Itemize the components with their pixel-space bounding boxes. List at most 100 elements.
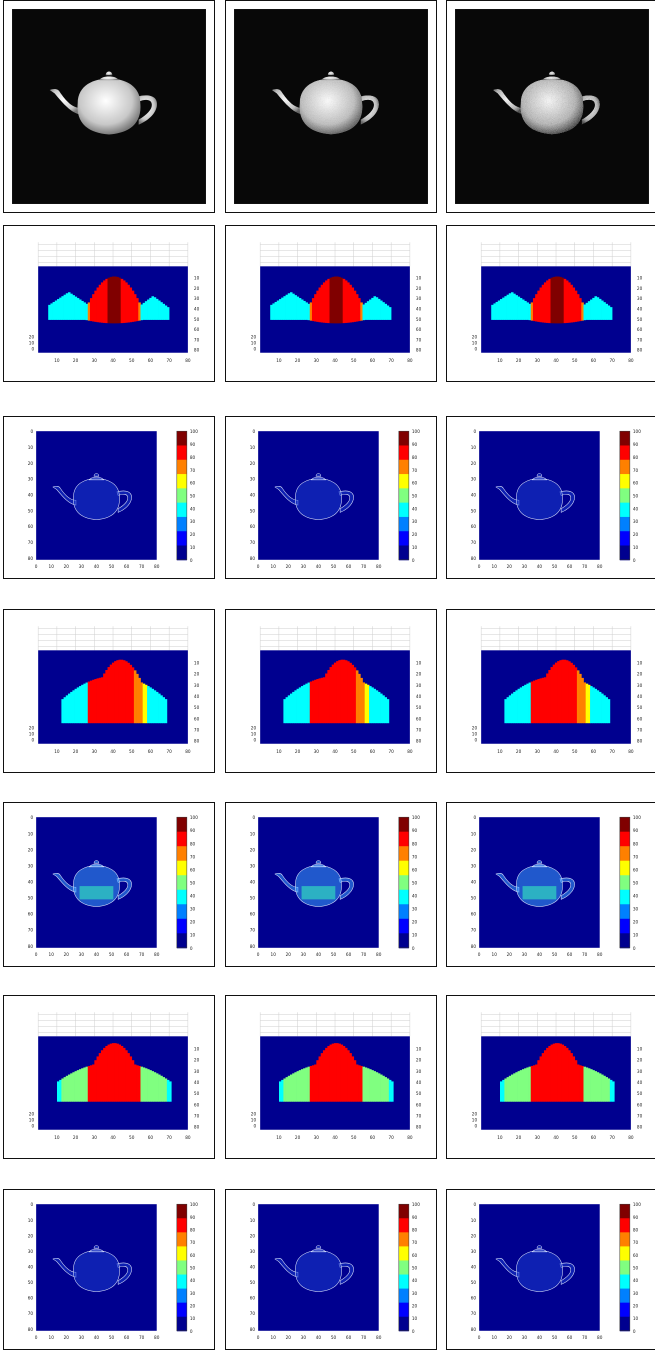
colorbar-tick-label: 100 bbox=[412, 1202, 420, 1207]
teapot-part bbox=[49, 88, 81, 115]
surface-column bbox=[307, 303, 311, 321]
surface-column bbox=[83, 302, 86, 320]
y-tick-label: 60 bbox=[250, 1296, 256, 1301]
colorbar-tick-label: 70 bbox=[412, 468, 418, 473]
surface-column bbox=[318, 287, 322, 323]
surface-column bbox=[526, 302, 529, 320]
surface-column bbox=[149, 297, 152, 320]
x-tick-label: 40 bbox=[316, 564, 322, 569]
z-tick-label: 20 bbox=[472, 726, 478, 731]
y-tick-label: 50 bbox=[637, 705, 643, 710]
x-tick-label: 20 bbox=[64, 564, 70, 569]
panel-r2-c2: 10 20 30 40 50 60 70 80 10 20 30 40 50 60 70 80 20 10 0 bbox=[225, 225, 437, 382]
x-tick-label: 80 bbox=[597, 1335, 603, 1340]
surface-column bbox=[78, 299, 82, 320]
surface-column bbox=[125, 282, 128, 323]
teapot-part bbox=[492, 88, 524, 115]
x-tick-label: 60 bbox=[591, 749, 597, 754]
surface-column bbox=[605, 1077, 609, 1102]
y-tick-label: 50 bbox=[250, 1280, 256, 1285]
x-tick-label: 70 bbox=[139, 564, 145, 569]
surface-mesh bbox=[61, 659, 168, 724]
surface-column bbox=[160, 695, 163, 724]
surface-column bbox=[382, 302, 385, 320]
surface-column bbox=[530, 681, 534, 724]
surface-column bbox=[140, 304, 144, 321]
x-tick-label: 10 bbox=[49, 564, 55, 569]
colorbar-tick-label: 90 bbox=[633, 828, 639, 833]
surface-column bbox=[300, 1069, 304, 1102]
surface-column bbox=[311, 298, 315, 322]
y-tick-label: 60 bbox=[471, 1296, 477, 1301]
surface-column bbox=[81, 1068, 84, 1102]
x-tick-label: 70 bbox=[582, 564, 588, 569]
surface-column bbox=[497, 300, 501, 320]
x-tick-label: 50 bbox=[552, 1335, 558, 1340]
y-tick-label: 70 bbox=[471, 928, 477, 933]
heatmap-teapot-part bbox=[310, 863, 327, 868]
surface-column bbox=[314, 1064, 317, 1102]
y-tick-label: 20 bbox=[194, 1058, 200, 1063]
y-tick-label: 70 bbox=[416, 728, 422, 733]
surface-column bbox=[596, 297, 600, 320]
colorbar-tick-label: 60 bbox=[190, 481, 196, 486]
surface-column bbox=[559, 1043, 562, 1102]
surface-column bbox=[327, 670, 330, 724]
surface-column bbox=[338, 660, 341, 724]
surface-column bbox=[48, 304, 51, 320]
y-tick-label: 40 bbox=[471, 492, 477, 497]
surface-column bbox=[375, 1072, 379, 1102]
surface-column bbox=[499, 299, 503, 320]
surface-column bbox=[388, 1079, 392, 1102]
x-tick-label: 50 bbox=[552, 564, 558, 569]
colorbar-segment bbox=[398, 545, 409, 561]
surface-column bbox=[300, 299, 304, 320]
surface-column bbox=[67, 1074, 71, 1102]
panel-r5-c1: 0 10 20 30 40 50 60 70 80 0 10 20 30 40 50 60 70 80 100 90 8… bbox=[3, 802, 215, 967]
y-tick-label: 10 bbox=[28, 445, 34, 450]
panel-graphic: 0 10 20 30 40 50 60 70 8001020304050607080100908… bbox=[471, 815, 641, 957]
surface-column bbox=[322, 1050, 326, 1102]
y-tick-label: 60 bbox=[637, 1102, 643, 1107]
heatmap-teapot-part bbox=[559, 490, 575, 513]
surface-column bbox=[125, 1050, 128, 1102]
x-tick-label: 30 bbox=[314, 1135, 320, 1140]
surface-column bbox=[303, 300, 306, 320]
surface-column bbox=[283, 699, 286, 724]
surface-column bbox=[517, 296, 521, 320]
surface-column bbox=[107, 277, 111, 324]
panel-r6-c1: 10 20 30 40 50 60 70 80 10 20 30 40 50 60 70 80 20 10 0 bbox=[3, 995, 215, 1159]
x-tick-label: 80 bbox=[376, 564, 382, 569]
surface-column bbox=[572, 1056, 576, 1102]
x-tick-label: 70 bbox=[582, 1335, 588, 1340]
panel-graphic bbox=[12, 9, 206, 204]
y-tick-label: 70 bbox=[250, 928, 256, 933]
surface-column bbox=[52, 301, 56, 320]
y-tick-label: 50 bbox=[471, 508, 477, 513]
surface-column bbox=[371, 1070, 374, 1102]
surface-column bbox=[388, 307, 392, 320]
colorbar-tick-label: 80 bbox=[633, 455, 639, 460]
surface-column bbox=[364, 683, 368, 724]
heatmap-teapot-part bbox=[93, 860, 100, 864]
y-tick-label: 30 bbox=[250, 477, 256, 482]
surface-column bbox=[78, 686, 82, 724]
x-tick-label: 10 bbox=[271, 564, 277, 569]
y-tick-label: 80 bbox=[471, 944, 477, 949]
teapot-part bbox=[542, 76, 562, 81]
colorbar-segment bbox=[176, 875, 187, 891]
surface-column bbox=[114, 1043, 117, 1102]
surface-column bbox=[127, 284, 130, 323]
y-tick-label: 10 bbox=[194, 660, 200, 665]
z-tick-label: 0 bbox=[253, 738, 256, 743]
colorbar-tick-label: 40 bbox=[633, 506, 639, 511]
surface-column bbox=[574, 667, 578, 724]
x-tick-label: 20 bbox=[516, 749, 522, 754]
surface-column bbox=[285, 697, 289, 724]
x-tick-label: 50 bbox=[109, 564, 115, 569]
colorbar-tick-label: 10 bbox=[412, 1316, 418, 1321]
surface-column bbox=[358, 673, 361, 724]
colorbar-segment bbox=[398, 1288, 409, 1304]
colorbar-segment bbox=[398, 431, 409, 446]
surface-column bbox=[109, 1043, 113, 1102]
